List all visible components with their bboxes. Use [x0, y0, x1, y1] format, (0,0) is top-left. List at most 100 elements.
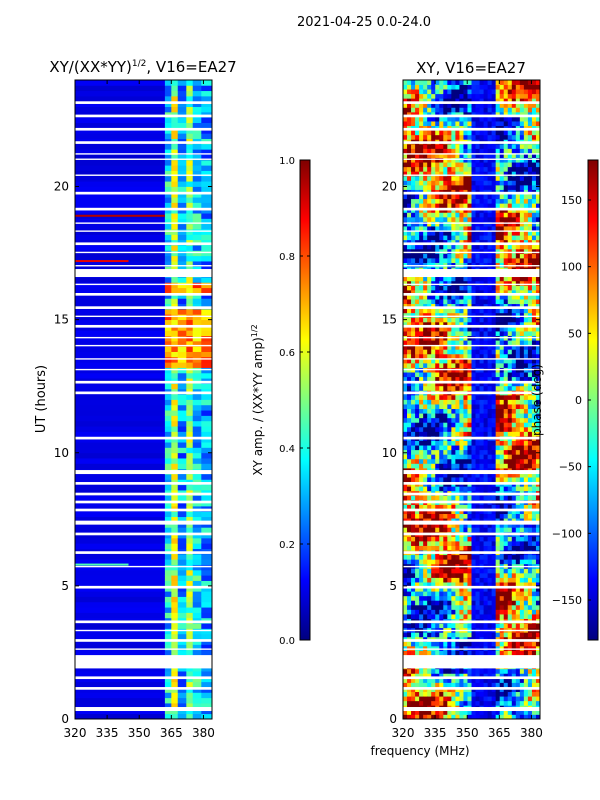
phase-cell	[423, 148, 428, 154]
amplitude-cell	[186, 319, 194, 326]
phase-cell	[487, 121, 493, 127]
phase-cell	[491, 321, 497, 327]
amplitude-cell	[75, 197, 166, 203]
phase-cell	[459, 632, 464, 638]
phase-cell	[495, 449, 501, 455]
phase-cell	[511, 299, 517, 305]
phase-cell	[483, 413, 489, 419]
phase-cell	[411, 536, 416, 542]
phase-cell	[483, 700, 489, 706]
phase-cell	[411, 445, 416, 451]
phase-cell	[467, 107, 472, 113]
amplitude-cell	[171, 628, 179, 635]
phase-cell	[451, 454, 456, 460]
phase-cell	[499, 677, 505, 683]
phase-cell	[459, 244, 464, 250]
phase-cell	[451, 98, 456, 104]
phase-cell	[487, 102, 493, 108]
phase-cell	[411, 394, 416, 400]
amplitude-cell	[177, 143, 187, 150]
phase-cell	[483, 554, 489, 560]
phase-cell	[407, 595, 412, 601]
phase-cell	[491, 714, 497, 719]
phase-cell	[443, 198, 448, 204]
phase-cell	[487, 253, 493, 259]
phase-cell	[415, 709, 420, 715]
amplitude-cell	[186, 202, 194, 209]
phase-cell	[455, 294, 460, 300]
phase-cell	[479, 248, 484, 254]
amplitude-cell	[186, 154, 194, 161]
phase-cell	[447, 463, 452, 469]
phase-cell	[447, 572, 452, 578]
phase-cell	[427, 184, 432, 190]
amplitude-cell	[186, 229, 194, 235]
phase-cell	[455, 426, 460, 432]
phase-cell	[403, 89, 408, 95]
amplitude-cell	[201, 644, 212, 651]
phase-cell	[507, 180, 513, 186]
phase-cell	[475, 641, 480, 647]
amplitude-cell	[164, 612, 172, 619]
amplitude-flag-gap	[75, 687, 212, 690]
phase-cell	[491, 486, 497, 492]
phase-cell	[491, 668, 497, 674]
phase-cell	[491, 203, 497, 209]
phase-cell	[411, 614, 416, 619]
amplitude-cell	[201, 159, 212, 166]
phase-cell	[471, 696, 476, 702]
phase-cell	[447, 289, 452, 295]
phase-cell	[431, 404, 436, 410]
phase-cell	[515, 554, 521, 560]
phase-cell	[475, 604, 480, 610]
phase-cell	[463, 166, 468, 172]
phase-cell	[411, 326, 416, 332]
phase-cell	[515, 540, 521, 546]
amplitude-cell	[192, 420, 202, 427]
phase-cell	[463, 595, 468, 601]
phase-cell	[503, 554, 509, 560]
phase-cell	[431, 381, 436, 387]
phase-cell	[407, 93, 412, 99]
phase-cell	[423, 577, 428, 583]
amplitude-cell	[75, 298, 166, 305]
phase-cell	[499, 545, 505, 551]
phase-cell	[447, 353, 452, 359]
amplitude-cell	[192, 356, 202, 363]
phase-cell	[475, 372, 480, 378]
amplitude-cbar-tick-label: 0.4	[279, 444, 295, 455]
phase-cell	[431, 595, 436, 601]
phase-cell	[415, 600, 420, 606]
amplitude-cell	[177, 277, 187, 283]
phase-cell	[503, 696, 509, 702]
phase-cell	[467, 294, 472, 300]
phase-cell	[515, 408, 521, 414]
phase-cell	[507, 431, 513, 437]
phase-cell	[475, 568, 480, 574]
amplitude-cell	[186, 186, 194, 193]
phase-cell	[407, 559, 412, 565]
phase-cell	[411, 221, 416, 227]
amplitude-cell	[75, 293, 166, 299]
phase-cell	[459, 317, 464, 323]
amplitude-cell	[171, 399, 179, 406]
phase-cell	[447, 221, 452, 227]
phase-cell	[491, 394, 497, 400]
phase-cell	[407, 303, 412, 309]
phase-cell	[479, 280, 484, 286]
amplitude-cell	[192, 580, 202, 587]
phase-cell	[511, 577, 517, 583]
phase-cell	[463, 198, 468, 204]
phase-cell	[411, 317, 416, 323]
phase-cell	[479, 586, 484, 592]
phase-cell	[499, 344, 505, 350]
amplitude-cell	[177, 330, 187, 336]
phase-cell	[443, 572, 448, 578]
phase-cell	[423, 422, 428, 428]
amplitude-cell	[164, 207, 172, 214]
phase-cell	[451, 399, 456, 405]
phase-cell	[471, 116, 476, 122]
phase-cell	[439, 162, 444, 168]
amplitude-cell	[192, 713, 202, 719]
amplitude-cell	[201, 181, 212, 187]
